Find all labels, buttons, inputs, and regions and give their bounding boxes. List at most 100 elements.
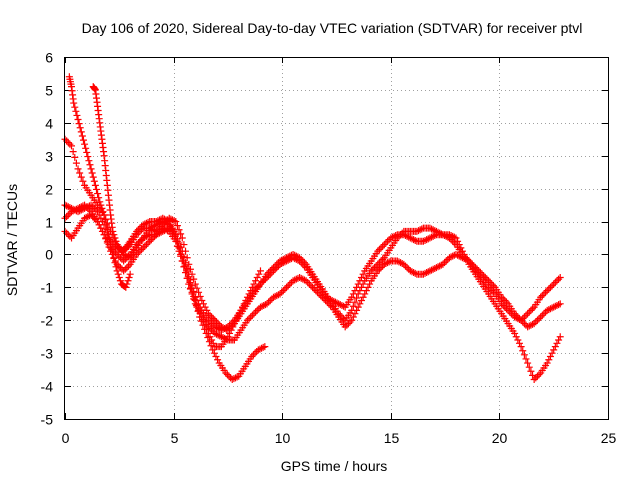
data-point (550, 303, 558, 311)
data-point (388, 233, 396, 241)
data-point (164, 225, 172, 233)
data-point (258, 302, 266, 310)
data-point (299, 260, 307, 268)
data-point (348, 293, 356, 301)
data-point (434, 263, 442, 271)
data-point (252, 308, 260, 316)
data-point (185, 270, 193, 278)
data-point (162, 218, 170, 226)
data-point (172, 218, 180, 226)
data-point (401, 262, 409, 270)
data-point (551, 343, 559, 351)
data-point (542, 288, 550, 296)
data-point (252, 285, 260, 293)
data-point (111, 234, 119, 242)
data-point (134, 229, 142, 237)
data-point (296, 273, 304, 281)
data-point (222, 369, 230, 377)
data-point (537, 293, 545, 301)
data-point (472, 267, 480, 275)
data-point (169, 216, 177, 224)
data-point (214, 331, 222, 339)
data-point (82, 213, 90, 221)
data-point (423, 269, 431, 277)
data-point (125, 262, 133, 270)
data-point (439, 260, 447, 268)
data-point (178, 234, 186, 242)
data-point (489, 282, 497, 290)
data-point (113, 260, 121, 268)
data-point (429, 232, 437, 240)
data-point (226, 321, 234, 329)
data-point (346, 318, 354, 326)
data-point (353, 283, 361, 291)
data-point (502, 305, 510, 313)
data-point (387, 234, 395, 242)
data-point (449, 252, 457, 260)
data-point (525, 363, 533, 371)
data-point (243, 316, 251, 324)
data-point (393, 257, 401, 265)
data-point (283, 283, 291, 291)
data-point (173, 242, 181, 250)
data-point (375, 265, 383, 273)
data-point (400, 260, 408, 268)
data-point (291, 255, 299, 263)
data-point (507, 310, 515, 318)
data-point (278, 260, 286, 268)
data-point (95, 194, 103, 202)
data-point (79, 177, 87, 185)
data-point (118, 246, 126, 254)
data-point (532, 374, 540, 382)
data-point (196, 310, 204, 318)
data-point (91, 181, 99, 189)
data-point (300, 262, 308, 270)
data-point (414, 227, 422, 235)
data-point (392, 232, 400, 240)
data-point (146, 237, 154, 245)
data-point (522, 355, 530, 363)
data-point (103, 229, 111, 237)
data-point (325, 295, 333, 303)
data-point (351, 287, 359, 295)
data-point (115, 252, 123, 260)
data-point (219, 334, 227, 342)
data-point (188, 282, 196, 290)
data-point (374, 247, 382, 255)
data-point (260, 277, 268, 285)
data-point (410, 236, 418, 244)
series-track-f (61, 211, 564, 334)
data-point (196, 303, 204, 311)
data-point (426, 234, 434, 242)
data-point (68, 142, 76, 150)
data-point (289, 277, 297, 285)
data-point (94, 208, 102, 216)
data-point (81, 214, 89, 222)
data-point (449, 237, 457, 245)
data-point (206, 333, 214, 341)
data-point (410, 269, 418, 277)
data-point (116, 254, 124, 262)
data-point (74, 204, 82, 212)
data-point (249, 351, 257, 359)
data-point (183, 264, 191, 272)
x-tick-label: 15 (384, 430, 400, 446)
data-point (351, 298, 359, 306)
x-tick-label: 0 (62, 430, 70, 446)
data-point (219, 325, 227, 333)
data-point (270, 267, 278, 275)
data-point (551, 278, 559, 286)
data-point (253, 283, 261, 291)
data-point (115, 245, 123, 253)
data-point (292, 255, 300, 263)
data-point (89, 203, 97, 211)
data-point (270, 293, 278, 301)
data-point (110, 247, 118, 255)
data-point (546, 283, 554, 291)
data-point (204, 323, 212, 331)
data-point (331, 298, 339, 306)
data-point (349, 302, 357, 310)
data-point (79, 202, 87, 210)
data-point (100, 231, 108, 239)
data-point (452, 250, 460, 258)
